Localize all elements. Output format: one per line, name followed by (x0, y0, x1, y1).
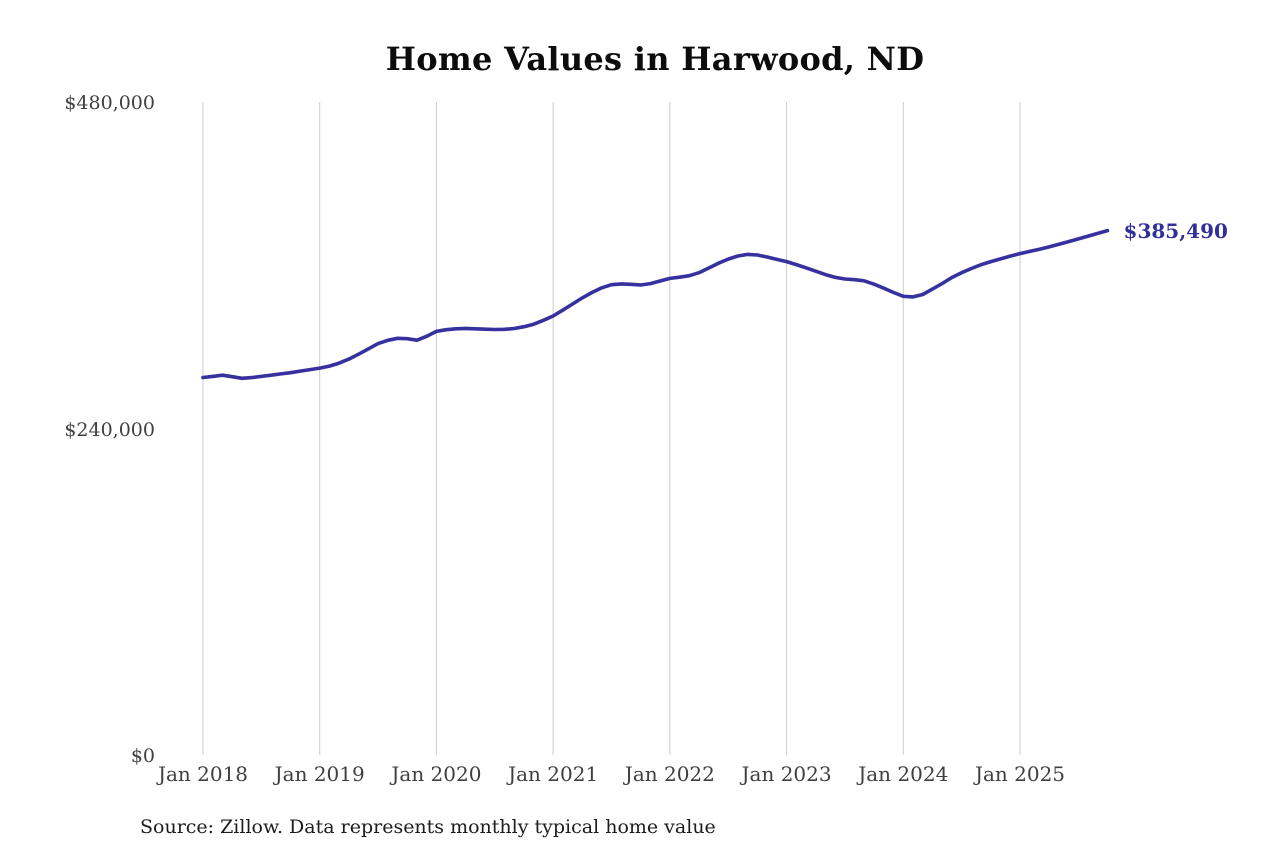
gridlines (202, 102, 1021, 755)
x-axis-tick-label: Jan 2021 (508, 762, 599, 786)
x-axis-tick-label: Jan 2022 (624, 762, 715, 786)
y-axis-tick-label: $480,000 (64, 92, 155, 114)
y-axis-tick-label: $240,000 (64, 418, 155, 441)
latest-value-label: $385,490 (1123, 218, 1228, 243)
x-axis-tick-label: Jan 2023 (741, 762, 832, 786)
source-note: Source: Zillow. Data represents monthly … (140, 816, 716, 838)
x-axis-tick-label: Jan 2019 (274, 762, 365, 786)
x-axis-tick-label: Jan 2024 (858, 762, 949, 786)
x-axis-tick-label: Jan 2025 (974, 762, 1066, 786)
home-value-line (201, 228, 1110, 381)
chart-title: Home Values in Harwood, ND (385, 40, 925, 78)
x-axis-tick-label: Jan 2020 (391, 762, 482, 786)
y-axis-tick-label: $0 (130, 745, 155, 767)
x-axis-tick-label: Jan 2018 (157, 762, 249, 786)
